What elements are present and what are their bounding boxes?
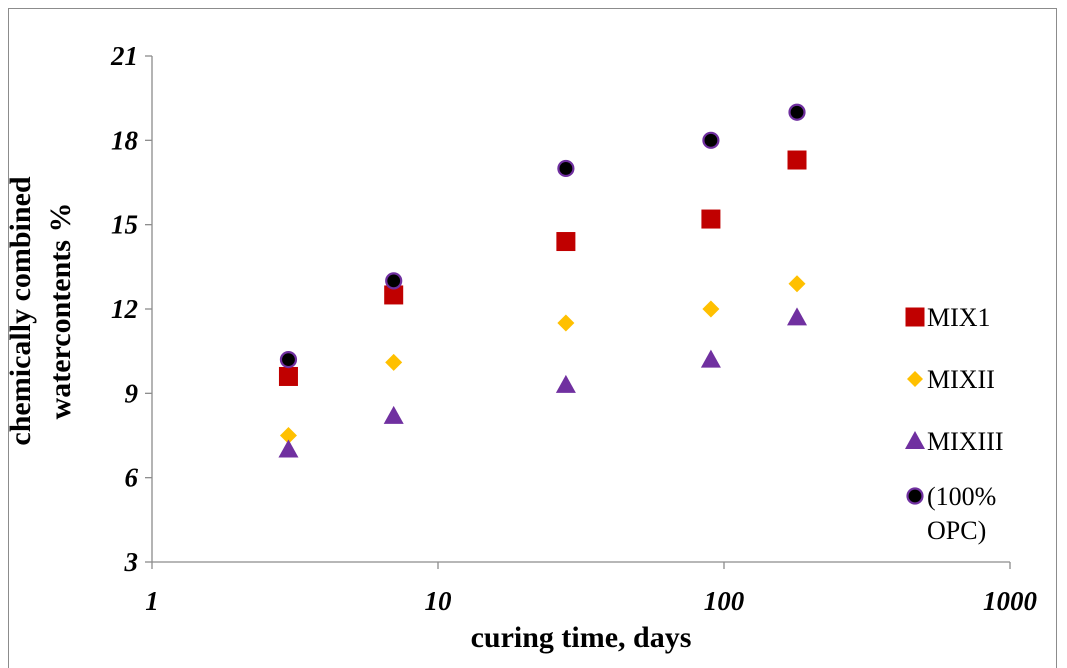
y-tick-label: 3	[124, 547, 139, 577]
x-axis-title: curing time, days	[471, 621, 692, 654]
x-tick-label: 10	[425, 586, 453, 616]
y-tick-label: 12	[111, 294, 138, 324]
y-tick-label: 18	[111, 125, 139, 155]
data-point-mix1	[278, 366, 298, 386]
data-point-mix1	[556, 232, 576, 252]
data-point-mixii	[279, 427, 297, 444]
legend-label-mix1: MIX1	[927, 303, 991, 332]
data-point-100-opc	[702, 131, 720, 149]
data-point-mixii	[788, 275, 806, 293]
data-point-mixii	[702, 300, 720, 318]
legend-label-mixiii: MIXIII	[927, 427, 1004, 456]
y-tick-label: 21	[110, 41, 138, 71]
chart-frame	[8, 8, 1057, 668]
y-axis-title-line: chemically combined	[4, 176, 37, 445]
data-point-100-opc	[788, 103, 806, 121]
data-point-mixiii	[555, 374, 576, 393]
data-point-mixiii	[278, 439, 299, 458]
legend-label-100-opc: OPC)	[927, 516, 986, 545]
data-point-mixiii	[787, 307, 808, 326]
data-point-mix1	[787, 150, 807, 170]
x-tick-label: 100	[704, 586, 745, 616]
x-tick-label: 1	[145, 586, 159, 616]
data-point-100-opc	[557, 159, 575, 178]
data-point-mixiii	[700, 349, 721, 368]
data-point-100-opc	[279, 351, 298, 369]
legend-marker-mixiii	[905, 431, 925, 449]
data-point-mix1	[384, 285, 404, 305]
legend-marker-100-opc	[906, 487, 924, 505]
data-point-mixiii	[383, 405, 404, 424]
y-tick-label: 6	[125, 463, 139, 493]
legend-marker-mix1	[905, 307, 925, 327]
y-axis-title-line: watercontents %	[44, 203, 77, 420]
data-point-mixii	[385, 353, 403, 371]
legend-label-mixii: MIXII	[927, 365, 995, 394]
legend-label-100-opc: (100%	[927, 482, 996, 511]
x-tick-label: 1000	[983, 586, 1038, 616]
data-point-100-opc	[385, 272, 403, 290]
data-point-mixii	[557, 314, 575, 332]
y-tick-label: 15	[111, 210, 138, 240]
y-tick-label: 9	[125, 378, 139, 408]
data-point-mix1	[701, 209, 721, 229]
legend-marker-mixii	[907, 371, 923, 387]
